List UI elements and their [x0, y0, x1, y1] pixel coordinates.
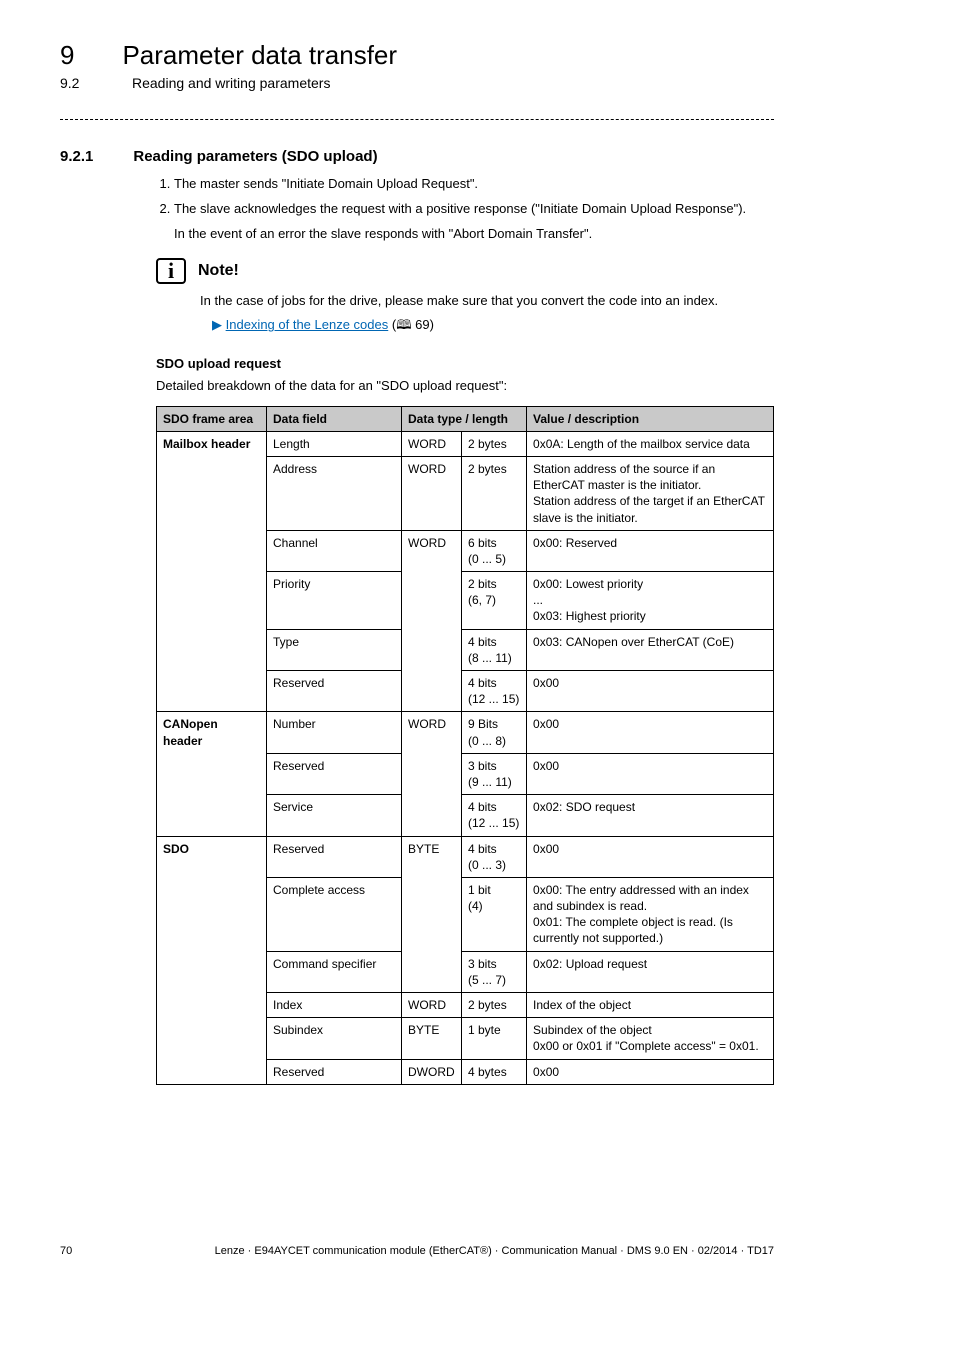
cell-field: Subindex [267, 1018, 402, 1059]
table-header-row: SDO frame area Data field Data type / le… [157, 406, 774, 431]
cell-desc: Station address of the source if an Ethe… [527, 456, 774, 530]
cell-desc: 0x00: The entry addressed with an index … [527, 877, 774, 951]
note-link-page: (🕮 69) [392, 317, 434, 332]
sdo-upload-intro: Detailed breakdown of the data for an "S… [156, 377, 774, 395]
cell-field: Address [267, 456, 402, 530]
cell-field: Reserved [267, 1059, 402, 1084]
cell-len: 6 bits(0 ... 5) [462, 530, 527, 571]
cell-type: WORD [402, 993, 462, 1018]
section-number: 9.2 [60, 75, 84, 91]
cell-len: 2 bits(6, 7) [462, 572, 527, 630]
cell-field: Number [267, 712, 402, 753]
content-body: The master sends "Initiate Domain Upload… [156, 175, 774, 1085]
th-area: SDO frame area [157, 406, 267, 431]
step-2-note: In the event of an error the slave respo… [174, 225, 774, 244]
cell-desc: 0x00 [527, 836, 774, 877]
note-link[interactable]: ▶ Indexing of the Lenze codes (🕮 69) [212, 316, 774, 338]
subsection-number: 9.2.1 [60, 148, 93, 165]
note-link-page-num: 69 [415, 317, 429, 332]
arrow-icon: ▶ [212, 317, 222, 332]
area-mailbox: Mailbox header [157, 431, 267, 712]
cell-desc: 0x00 [527, 712, 774, 753]
chapter-number: 9 [60, 40, 74, 71]
cell-field: Command specifier [267, 951, 402, 992]
sdo-table: SDO frame area Data field Data type / le… [156, 406, 774, 1085]
cell-desc: Index of the object [527, 993, 774, 1018]
cell-len: 3 bits(5 ... 7) [462, 951, 527, 992]
cell-desc: 0x02: Upload request [527, 951, 774, 992]
cell-len: 4 bytes [462, 1059, 527, 1084]
table-row: Mailbox header Length WORD 2 bytes 0x0A:… [157, 431, 774, 456]
cell-len: 4 bits(0 ... 3) [462, 836, 527, 877]
cell-len: 4 bits(8 ... 11) [462, 629, 527, 670]
page-number: 70 [60, 1245, 72, 1257]
cell-desc: 0x00 [527, 753, 774, 794]
procedure-steps: The master sends "Initiate Domain Upload… [156, 175, 774, 219]
cell-len: 2 bytes [462, 431, 527, 456]
cell-type: BYTE [402, 836, 462, 993]
cell-len: 2 bytes [462, 456, 527, 530]
cell-len: 4 bits(12 ... 15) [462, 795, 527, 836]
note-label: Note! [198, 262, 239, 280]
cell-type: WORD [402, 456, 462, 530]
table-row: CANopen header Number WORD 9 Bits(0 ... … [157, 712, 774, 753]
cell-desc: 0x00: Reserved [527, 530, 774, 571]
note-header: i Note! [156, 258, 774, 284]
cell-desc: 0x02: SDO request [527, 795, 774, 836]
cell-field: Length [267, 431, 402, 456]
cell-field: Complete access [267, 877, 402, 951]
cell-type: DWORD [402, 1059, 462, 1084]
cell-field: Service [267, 795, 402, 836]
divider [60, 119, 774, 120]
section-line: 9.2 Reading and writing parameters [60, 75, 774, 91]
area-canopen: CANopen header [157, 712, 267, 836]
cell-desc: Subindex of the object0x00 or 0x01 if "C… [527, 1018, 774, 1059]
cell-len: 1 bit(4) [462, 877, 527, 951]
th-field: Data field [267, 406, 402, 431]
section-title: Reading and writing parameters [132, 75, 330, 91]
subsection-title: Reading parameters (SDO upload) [133, 148, 377, 165]
cell-desc: 0x03: CANopen over EtherCAT (CoE) [527, 629, 774, 670]
cell-field: Type [267, 629, 402, 670]
step-2: The slave acknowledges the request with … [174, 200, 774, 219]
page-header: 9 Parameter data transfer 9.2 Reading an… [60, 40, 774, 91]
cell-field: Priority [267, 572, 402, 630]
chapter-title: Parameter data transfer [122, 40, 397, 71]
cell-len: 4 bits(12 ... 15) [462, 671, 527, 712]
cell-desc: 0x0A: Length of the mailbox service data [527, 431, 774, 456]
page-footer: 70 Lenze · E94AYCET communication module… [60, 1245, 774, 1257]
step-1: The master sends "Initiate Domain Upload… [174, 175, 774, 194]
cell-desc: 0x00 [527, 1059, 774, 1084]
cell-desc: 0x00: Lowest priority...0x03: Highest pr… [527, 572, 774, 630]
cell-type: WORD [402, 431, 462, 456]
area-sdo: SDO [157, 836, 267, 1084]
th-desc: Value / description [527, 406, 774, 431]
info-icon: i [156, 258, 186, 284]
cell-field: Channel [267, 530, 402, 571]
cell-len: 3 bits(9 ... 11) [462, 753, 527, 794]
cell-desc: 0x00 [527, 671, 774, 712]
cell-type: WORD [402, 712, 462, 836]
sdo-upload-heading: SDO upload request [156, 356, 774, 371]
cell-field: Index [267, 993, 402, 1018]
cell-len: 1 byte [462, 1018, 527, 1059]
cell-field: Reserved [267, 836, 402, 877]
subsection-heading: 9.2.1 Reading parameters (SDO upload) [60, 148, 774, 165]
chapter-line: 9 Parameter data transfer [60, 40, 774, 71]
th-type: Data type / length [402, 406, 527, 431]
cell-field: Reserved [267, 753, 402, 794]
cell-type: BYTE [402, 1018, 462, 1059]
cell-type: WORD [402, 530, 462, 712]
cell-field: Reserved [267, 671, 402, 712]
table-row: SDO Reserved BYTE 4 bits(0 ... 3) 0x00 [157, 836, 774, 877]
footer-text: Lenze · E94AYCET communication module (E… [215, 1245, 774, 1257]
note-text: In the case of jobs for the drive, pleas… [200, 292, 774, 311]
note-link-text: Indexing of the Lenze codes [226, 317, 389, 332]
cell-len: 9 Bits(0 ... 8) [462, 712, 527, 753]
cell-len: 2 bytes [462, 993, 527, 1018]
